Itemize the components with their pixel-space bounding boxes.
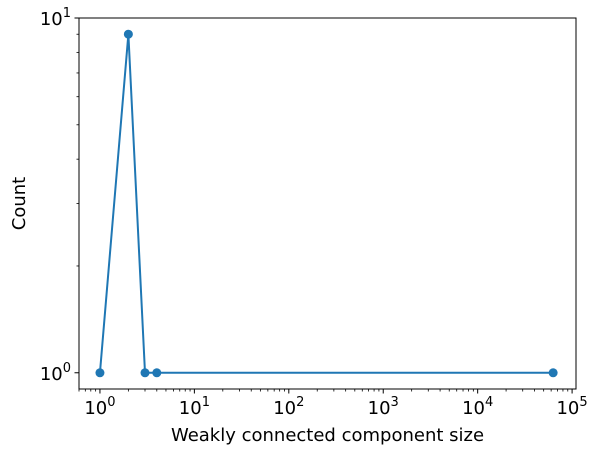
series-layer (95, 29, 558, 378)
data-point (95, 368, 105, 378)
data-point (123, 29, 133, 39)
data-point (548, 368, 558, 378)
x-tick-label: 105 (556, 395, 587, 419)
data-point (152, 368, 162, 378)
y-tick-label: 101 (40, 6, 71, 30)
series-line (98, 33, 554, 374)
x-tick-label: 104 (462, 395, 493, 419)
y-tick-label: 100 (40, 361, 71, 385)
plot-area (78, 17, 577, 390)
y-axis-label: Count (9, 177, 30, 230)
x-tick-label: 103 (368, 395, 399, 419)
y-axis: 100 101 (40, 6, 79, 385)
plot-frame (78, 17, 577, 390)
x-axis: 100 101 102 103 104 105 (78, 389, 588, 419)
x-tick-label: 100 (84, 395, 115, 419)
x-tick-label: 102 (273, 395, 304, 419)
x-axis-label: Weakly connected component size (171, 425, 484, 446)
data-point (140, 368, 150, 378)
x-tick-label: 101 (179, 395, 210, 419)
